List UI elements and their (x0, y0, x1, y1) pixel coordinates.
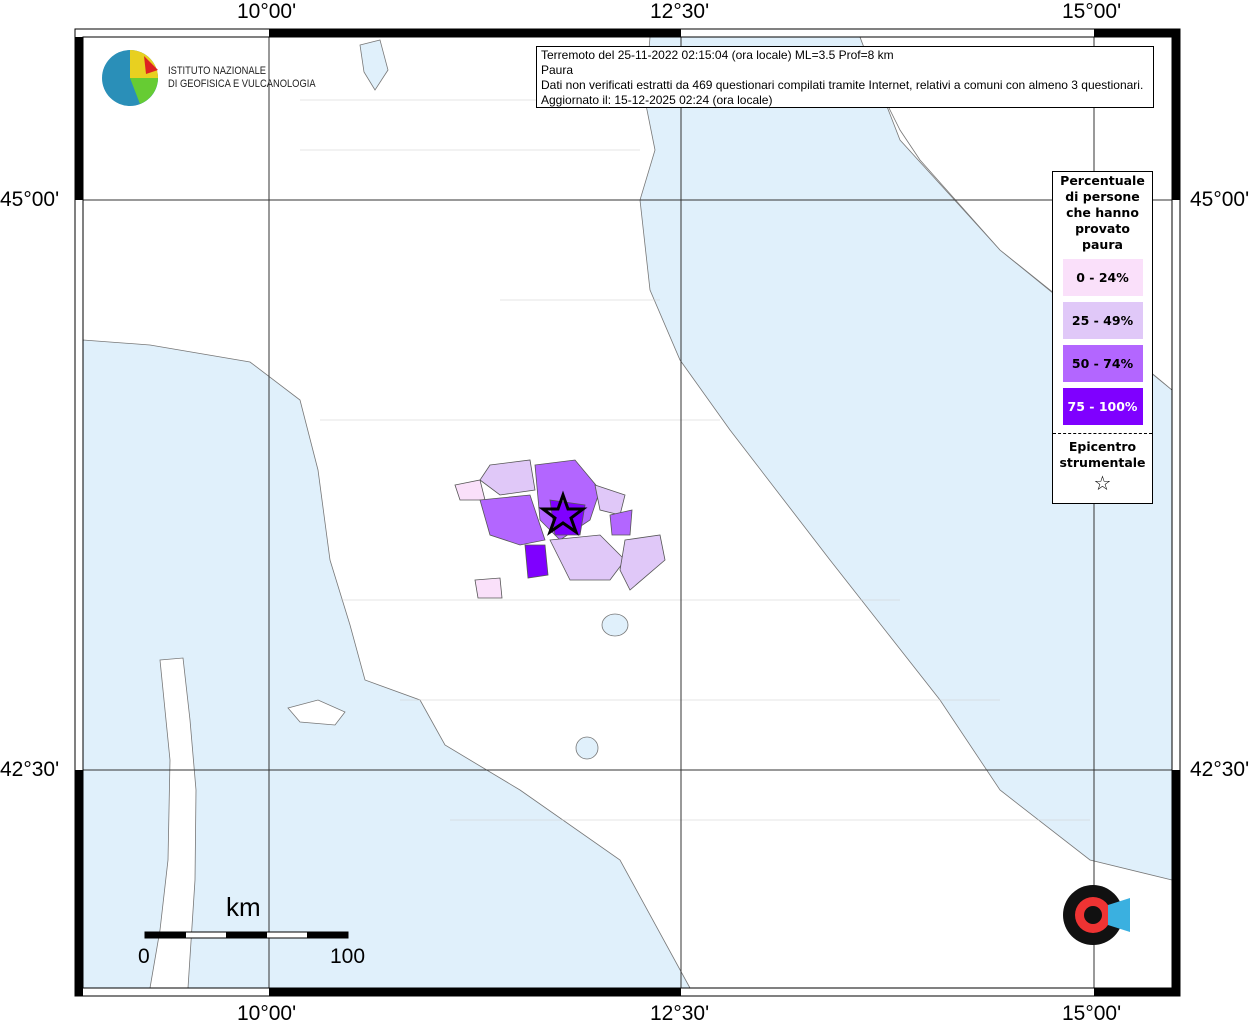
lon-label-bottom-1: 10°00' (237, 1002, 297, 1024)
scale-unit: km (226, 892, 261, 922)
elba (287, 699, 346, 726)
lon-label-top-3: 15°00' (1062, 0, 1122, 23)
ingv-logo: ISTITUTO NAZIONALE DI GEOFISICA E VULCANO… (100, 48, 342, 108)
info-line-4: Aggiornato il: 15-12-2025 02:24 (ora loc… (541, 93, 773, 107)
lake-garda (359, 39, 389, 91)
lat-label-right-2: 42°30' (1190, 758, 1250, 781)
lon-label-bottom-3: 15°00' (1062, 1002, 1122, 1024)
legend-class-3: 75 - 100% (1062, 388, 1143, 425)
lat-label-left-1: 45°00' (0, 188, 60, 211)
lat-label-right-1: 45°00' (1190, 188, 1250, 211)
legend-epicenter-label: Epicentro strumentale (1053, 433, 1152, 471)
legend-class-2: 50 - 74% (1062, 345, 1143, 382)
legend: Percentuale di persone che hanno provato… (1052, 171, 1153, 504)
logo-line-1: ISTITUTO NAZIONALE (168, 65, 267, 77)
legend-title: Percentuale di persone che hanno provato… (1060, 173, 1145, 252)
scale-max: 100 (330, 945, 366, 968)
epicenter-star-icon (538, 490, 588, 536)
scale-bar (144, 931, 349, 939)
lon-label-top-2: 12°30' (650, 0, 710, 23)
star-icon: ☆ (1093, 471, 1112, 495)
data-polygons (454, 459, 666, 599)
lake-bolsena (575, 736, 599, 760)
info-line-1: Terremoto del 25-11-2022 02:15:04 (ora l… (541, 48, 894, 62)
legend-class-0: 0 - 24% (1062, 259, 1143, 296)
legend-class-1: 25 - 49% (1062, 302, 1143, 339)
map-frame (74, 28, 1181, 997)
graticule (83, 37, 1172, 988)
info-line-3: Dati non verificati estratti da 469 ques… (541, 78, 1144, 92)
logo-line-2: DI GEOFISICA E VULCANOLOGIA (168, 78, 316, 90)
lon-label-bottom-2: 12°30' (650, 1002, 710, 1024)
info-line-2: Paura (541, 63, 574, 77)
lat-label-left-2: 42°30' (0, 758, 60, 781)
lake-trasimeno (601, 613, 629, 637)
globe-icon (102, 50, 158, 106)
scale-min: 0 (138, 945, 150, 968)
watermark-logo (1063, 885, 1130, 945)
lon-label-top-1: 10°00' (237, 0, 297, 23)
municipal-boundaries (300, 99, 1090, 821)
tyrrhenian-sea (82, 339, 691, 989)
event-info-box: Terremoto del 25-11-2022 02:15:04 (ora l… (536, 46, 1154, 108)
